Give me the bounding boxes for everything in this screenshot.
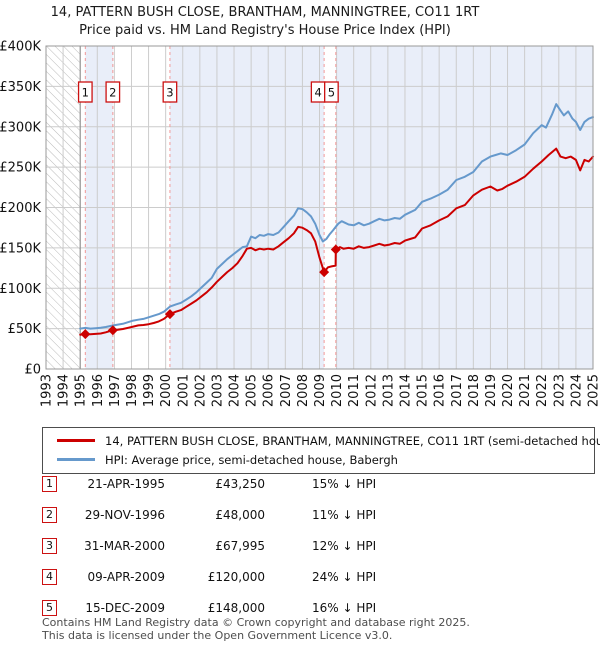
- x-axis-tick-label: 2020: [501, 374, 516, 407]
- y-axis-tick-label: £150K: [0, 241, 41, 256]
- legend-entry-price-paid: 14, PATTERN BUSH CLOSE, BRANTHAM, MANNIN…: [43, 431, 600, 450]
- sale-number-badge: 5: [42, 600, 57, 616]
- x-axis-tick-label: 2023: [552, 374, 567, 407]
- legend-entry-hpi: HPI: Average price, semi-detached house,…: [43, 450, 594, 469]
- x-axis-tick-label: 2015: [416, 374, 431, 407]
- price-history-chart: 1 2 3 4 5 £0 £50K £100K £150K £200K £250K £300K £350…: [0, 40, 600, 408]
- sale-number-box: [77, 81, 93, 103]
- hpi-line: [79, 103, 594, 330]
- x-axis-tick-label: 1998: [125, 374, 140, 407]
- sale-price: £48,000: [215, 508, 265, 522]
- sale-date: 29-NOV-1996: [84, 508, 165, 522]
- sale-number-box: [324, 81, 339, 103]
- x-axis-tick-label: 2001: [176, 374, 191, 407]
- license-footer: Contains HM Land Registry data © Crown c…: [42, 616, 470, 642]
- chart-title-line1: 14, PATTERN BUSH CLOSE, BRANTHAM, MANNIN…: [50, 5, 480, 20]
- sale-number-badge: 3: [42, 538, 57, 554]
- y-axis-tick-label: £400K: [0, 40, 41, 55]
- sale-hpi-delta: 15% ↓ HPI: [312, 477, 377, 491]
- x-axis-tick-label: 2007: [279, 374, 294, 407]
- x-axis-tick-label: 2018: [467, 374, 482, 407]
- footer-line2: This data is licensed under the Open Gov…: [42, 628, 393, 642]
- x-axis-tick-label: 2010: [330, 374, 345, 407]
- x-axis-tick-label: 1999: [142, 374, 157, 407]
- x-axis-tick-label: 2011: [347, 374, 362, 407]
- x-axis-tick-label: 2021: [518, 374, 533, 407]
- x-axis-tick-label: 2025: [587, 374, 600, 407]
- x-axis-tick-label: 2019: [484, 374, 499, 407]
- price-paid-line: [79, 147, 594, 336]
- sale-marker: [80, 329, 91, 340]
- x-axis-tick-label: 2024: [569, 374, 584, 407]
- legend-label: HPI: Average price, semi-detached house,…: [105, 452, 398, 467]
- y-axis-tick-label: £0: [24, 363, 41, 378]
- y-axis-tick-label: £200K: [0, 201, 41, 216]
- x-axis-tick-label: 2008: [296, 374, 311, 407]
- x-axis-tick-label: 2006: [262, 374, 277, 407]
- sale-date: 31-MAR-2000: [84, 539, 165, 553]
- sale-marker: [330, 244, 341, 255]
- sale-hpi-delta: 11% ↓ HPI: [312, 508, 377, 522]
- svg-text:4: 4: [314, 86, 321, 100]
- x-axis-tick-label: 2022: [535, 374, 550, 407]
- sale-number-badge: 4: [42, 569, 57, 585]
- x-axis-tick-label: 1995: [74, 374, 89, 407]
- x-axis-tick-label: 1997: [108, 374, 123, 407]
- x-axis-tick-label: 2016: [433, 374, 448, 407]
- y-axis-tick-label: £50K: [8, 322, 42, 337]
- chart-legend: 14, PATTERN BUSH CLOSE, BRANTHAM, MANNIN…: [42, 427, 600, 474]
- x-axis-tick-label: 2004: [228, 374, 243, 407]
- sale-price: £148,000: [207, 601, 265, 615]
- sale-price: £67,995: [215, 539, 265, 553]
- price-paid-line-swatch: [57, 439, 95, 442]
- sale-row: 5 15-DEC-2009 £148,000 16% ↓ HPI: [0, 600, 600, 617]
- sale-row: 2 29-NOV-1996 £48,000 11% ↓ HPI: [0, 507, 600, 524]
- sale-date: 09-APR-2009: [87, 570, 165, 584]
- sale-row: 1 21-APR-1995 £43,250 15% ↓ HPI: [0, 476, 600, 493]
- sale-hpi-delta: 24% ↓ HPI: [312, 570, 377, 584]
- sale-number-badge: 2: [42, 507, 57, 523]
- x-axis-tick-label: 1993: [40, 374, 55, 407]
- chart-title-line2: Price paid vs. HM Land Registry's House …: [79, 23, 451, 38]
- sale-hpi-delta: 16% ↓ HPI: [312, 601, 377, 615]
- sale-date: 21-APR-1995: [87, 477, 165, 491]
- sale-marker: [319, 267, 330, 278]
- hpi-line-swatch: [57, 458, 95, 461]
- sale-row: 4 09-APR-2009 £120,000 24% ↓ HPI: [0, 569, 600, 586]
- x-axis-tick-label: 2014: [398, 374, 413, 407]
- legend-label: 14, PATTERN BUSH CLOSE, BRANTHAM, MANNIN…: [105, 433, 600, 448]
- y-axis-tick-label: £250K: [0, 161, 41, 176]
- x-axis-tick-label: 2009: [313, 374, 328, 407]
- x-axis-tick-label: 2017: [450, 374, 465, 407]
- sale-number-badge: 1: [42, 476, 57, 492]
- sale-hpi-delta: 12% ↓ HPI: [312, 539, 377, 553]
- footer-line1: Contains HM Land Registry data © Crown c…: [42, 616, 470, 629]
- sale-row: 3 31-MAR-2000 £67,995 12% ↓ HPI: [0, 538, 600, 555]
- y-axis-tick-label: £100K: [0, 282, 41, 297]
- sale-marker: [107, 325, 118, 336]
- sale-price: £43,250: [215, 477, 265, 491]
- x-axis-tick-label: 2012: [364, 374, 379, 407]
- x-axis-tick-label: 2005: [245, 374, 260, 407]
- x-axis-tick-label: 2002: [193, 374, 208, 407]
- sale-marker: [164, 309, 175, 320]
- svg-text:2: 2: [109, 86, 116, 100]
- sale-number-box: [162, 81, 178, 103]
- x-axis-tick-label: 2003: [210, 374, 225, 407]
- sale-price: £120,000: [207, 570, 265, 584]
- x-axis-tick-label: 1994: [57, 374, 72, 407]
- sale-number-box: [105, 81, 121, 103]
- x-axis-tick-label: 2013: [381, 374, 396, 407]
- y-axis-tick-label: £350K: [0, 80, 41, 95]
- x-axis-tick-label: 2000: [159, 374, 174, 407]
- y-axis-tick-label: £300K: [0, 120, 41, 135]
- x-axis-tick-label: 1996: [91, 374, 106, 407]
- sale-date: 15-DEC-2009: [85, 601, 165, 615]
- svg-text:5: 5: [328, 86, 335, 100]
- svg-text:3: 3: [166, 86, 173, 100]
- svg-text:1: 1: [82, 86, 89, 100]
